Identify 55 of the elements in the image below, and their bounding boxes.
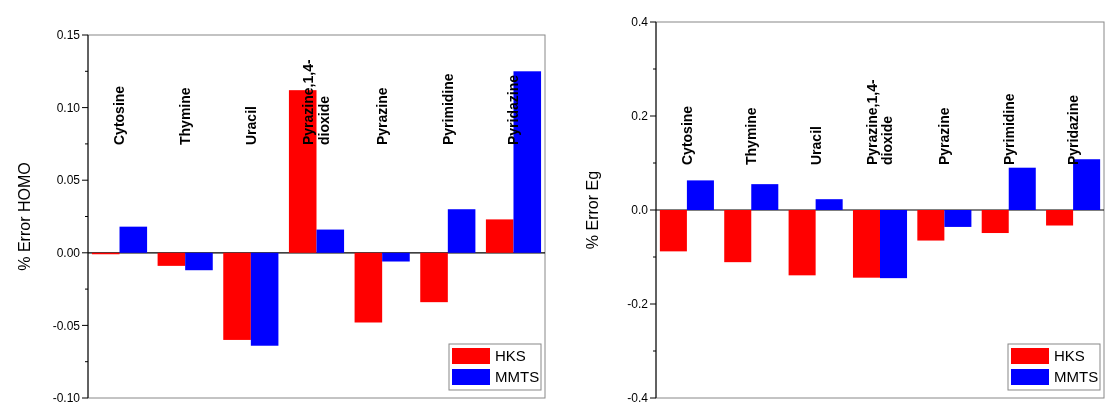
x-tick-label: Pyrazine — [374, 87, 391, 145]
x-tick-label: Cytosine — [678, 105, 695, 165]
bar — [852, 210, 880, 278]
bar — [119, 226, 148, 253]
y-tick-label: 0.15 — [56, 28, 81, 43]
legend-label: HKS — [495, 347, 526, 365]
x-tick-label: Thymine — [177, 87, 194, 145]
x-tick-label: Pyrazine — [936, 107, 953, 165]
bar — [185, 252, 213, 271]
bar — [1008, 167, 1036, 210]
legend-label: HKS — [1054, 347, 1085, 365]
bar — [420, 252, 448, 303]
y-tick-label: -0.4 — [627, 391, 649, 406]
x-tick-label: Pyridazine — [505, 74, 522, 145]
bar — [382, 252, 410, 262]
bar — [686, 180, 714, 210]
bar — [981, 210, 1009, 234]
bar — [944, 210, 972, 227]
bar — [354, 252, 383, 323]
y-tick-label: -0.05 — [52, 318, 81, 333]
legend-label: MMTS — [1054, 368, 1099, 386]
y-tick-label: 0.0 — [631, 203, 649, 218]
y-axis-title: % Error HOMO — [16, 162, 33, 271]
legend-label: MMTS — [495, 368, 540, 386]
y-tick-label: 0.00 — [56, 246, 81, 260]
y-tick-label: -0.2 — [627, 297, 649, 312]
bar — [250, 252, 279, 346]
y-axis-title: % Error Eg — [584, 170, 601, 250]
bar — [157, 252, 186, 266]
x-tick-label: Pyrimidine — [439, 73, 456, 145]
bar — [1046, 210, 1074, 226]
x-tick-label: Uracil — [242, 106, 259, 145]
y-tick-label: 0.4 — [631, 15, 649, 30]
bar — [815, 199, 843, 210]
x-tick-label: Pyrazine,1,4-dioxide — [863, 79, 896, 165]
bar — [724, 210, 752, 263]
bar — [447, 209, 476, 253]
y-tick-label: -0.10 — [52, 391, 81, 406]
bar — [880, 210, 908, 279]
bar — [788, 210, 816, 276]
x-tick-label: Pyrazine,1,4-dioxide — [300, 59, 332, 145]
y-tick-label: 0.10 — [56, 100, 81, 115]
bar — [223, 252, 251, 340]
bar — [751, 184, 779, 210]
bar — [917, 210, 945, 241]
bar — [316, 229, 345, 253]
x-tick-label: Pyrimidine — [1000, 93, 1017, 165]
bar — [659, 210, 687, 252]
x-tick-label: Thymine — [743, 107, 760, 165]
x-tick-label: Cytosine — [111, 85, 128, 145]
y-tick-label: 0.05 — [56, 173, 81, 188]
bar — [485, 219, 514, 253]
x-tick-label: Uracil — [807, 126, 824, 165]
y-tick-label: 0.2 — [631, 109, 649, 124]
x-tick-label: Pyridazine — [1065, 94, 1081, 165]
